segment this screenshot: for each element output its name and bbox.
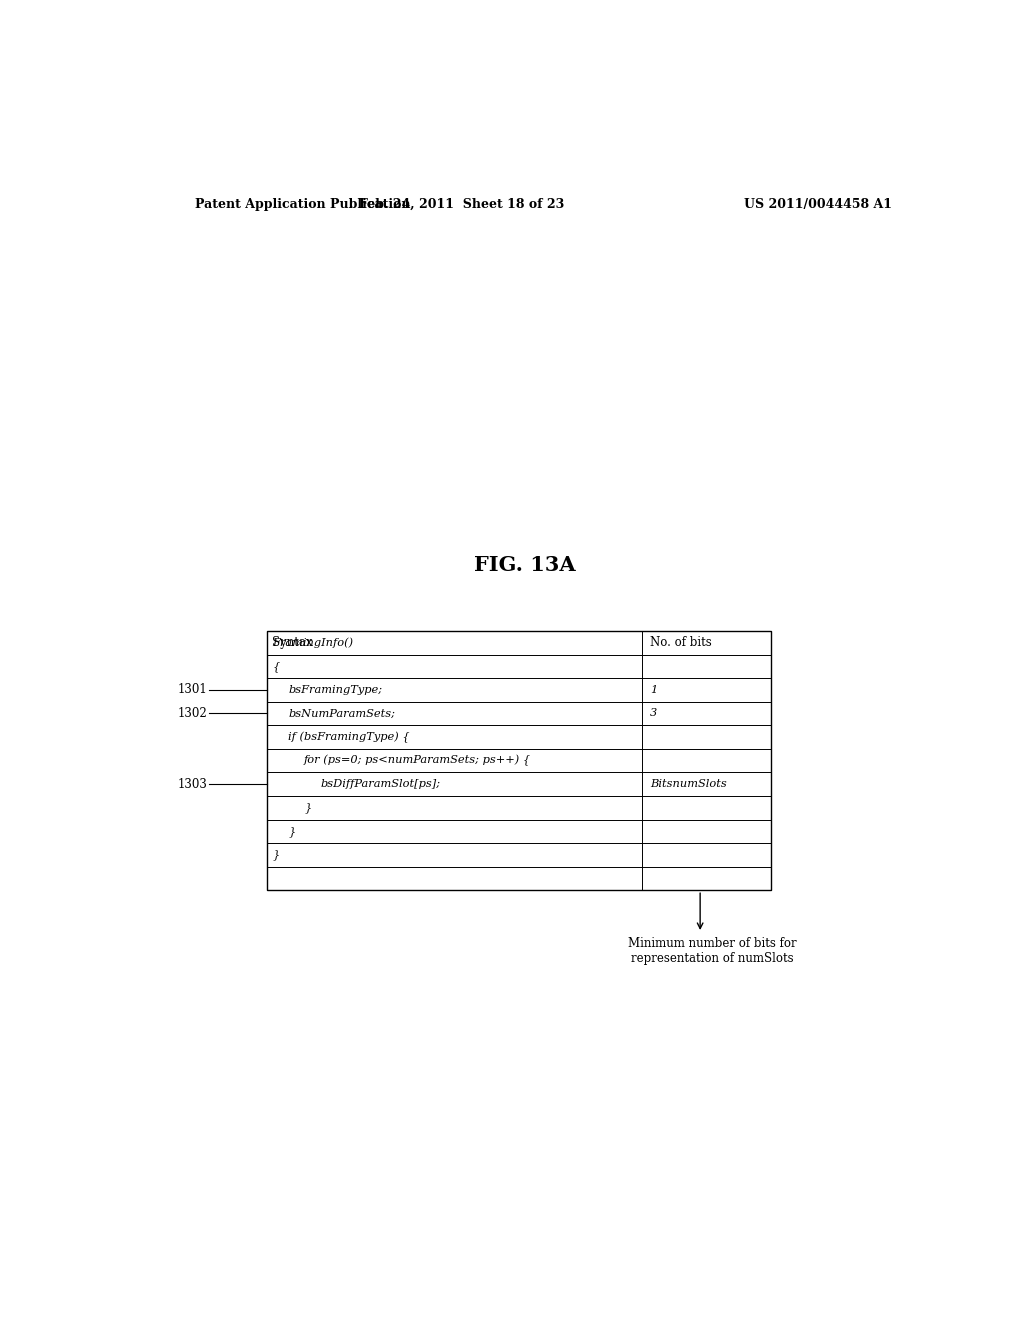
Text: Syntax: Syntax xyxy=(272,636,313,649)
Text: {: { xyxy=(272,661,280,672)
Text: Minimum number of bits for
representation of numSlots: Minimum number of bits for representatio… xyxy=(628,937,797,965)
Text: No. of bits: No. of bits xyxy=(650,636,712,649)
Text: if (bsFramingType) {: if (bsFramingType) { xyxy=(289,731,410,743)
Text: BitsnumSlots: BitsnumSlots xyxy=(650,779,727,789)
Text: FIG. 13A: FIG. 13A xyxy=(474,554,575,576)
Text: }: } xyxy=(304,803,311,813)
Text: for (ps=0; ps<numParamSets; ps++) {: for (ps=0; ps<numParamSets; ps++) { xyxy=(304,755,531,767)
Text: bsFramingType;: bsFramingType; xyxy=(289,685,382,694)
Text: Feb. 24, 2011  Sheet 18 of 23: Feb. 24, 2011 Sheet 18 of 23 xyxy=(358,198,564,211)
Bar xyxy=(267,631,771,890)
Text: }: } xyxy=(272,850,280,861)
Text: Patent Application Publication: Patent Application Publication xyxy=(196,198,411,211)
Text: }: } xyxy=(289,826,296,837)
Text: 1302: 1302 xyxy=(177,708,207,719)
Text: FramingInfo(): FramingInfo() xyxy=(272,638,353,648)
Text: 3: 3 xyxy=(650,709,657,718)
Text: 1301: 1301 xyxy=(177,684,207,697)
Text: bsDiffParamSlot[ps];: bsDiffParamSlot[ps]; xyxy=(321,779,440,789)
Text: bsNumParamSets;: bsNumParamSets; xyxy=(289,709,395,718)
Text: 1303: 1303 xyxy=(177,777,207,791)
Text: US 2011/0044458 A1: US 2011/0044458 A1 xyxy=(744,198,893,211)
Text: 1: 1 xyxy=(650,685,657,694)
